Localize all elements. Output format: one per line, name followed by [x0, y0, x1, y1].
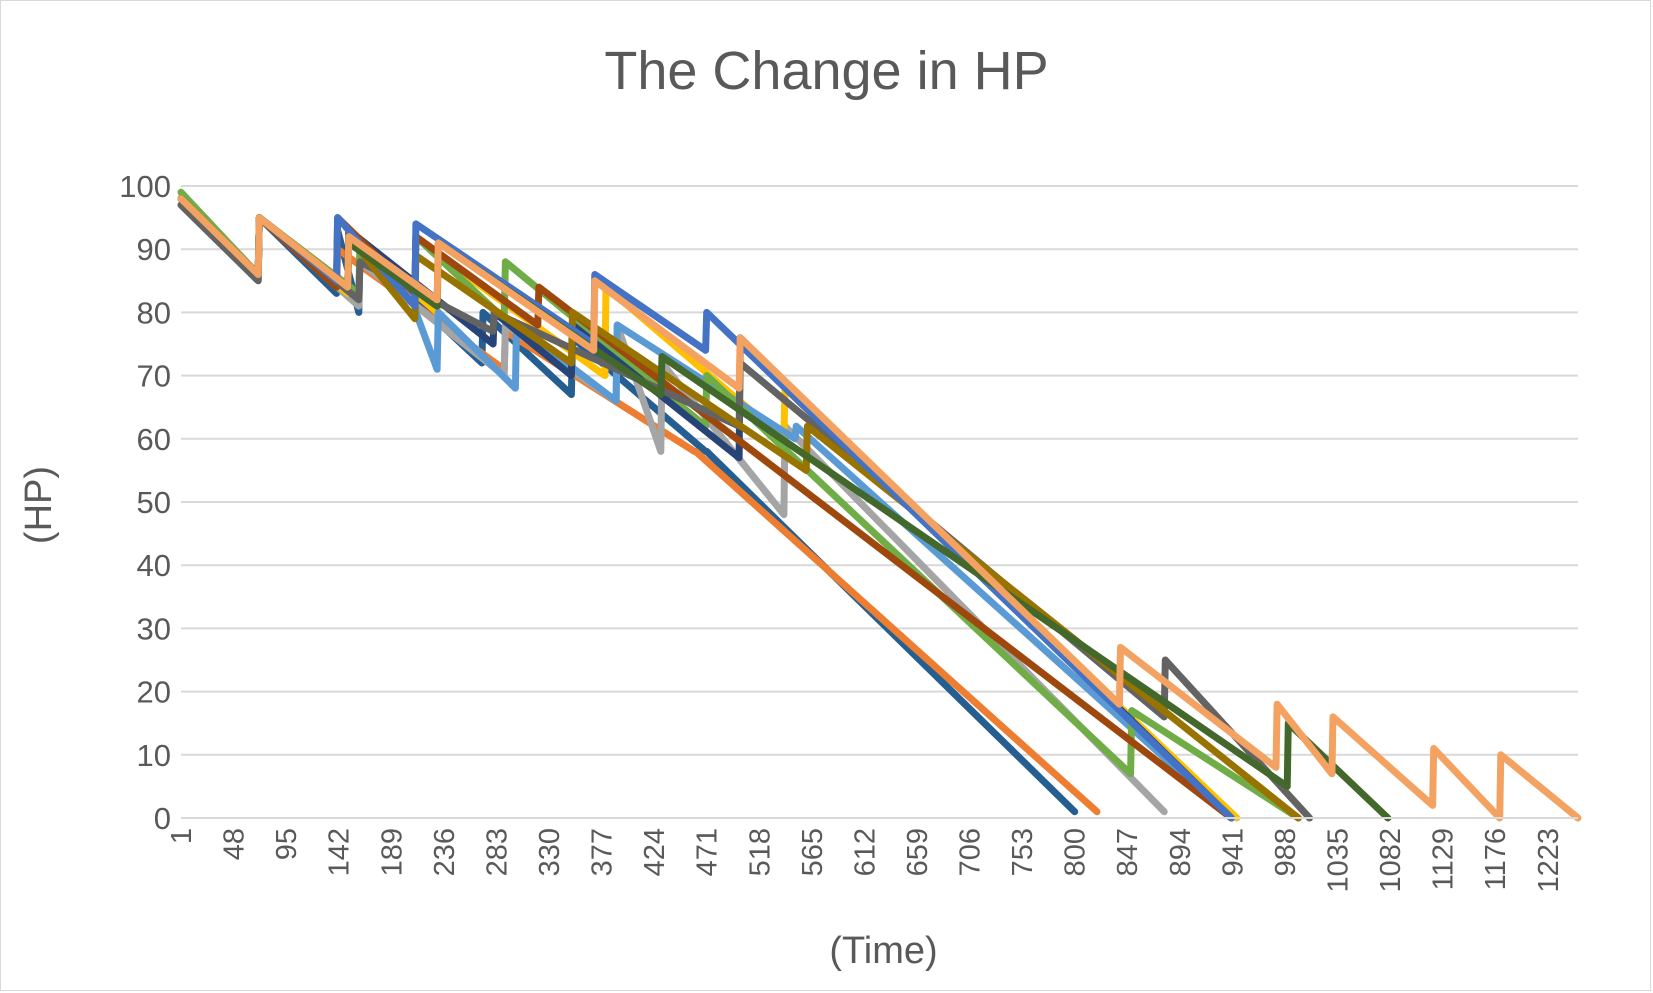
x-tick-label: 1 — [166, 828, 198, 844]
x-tick-label: 565 — [797, 828, 829, 876]
x-tick-label: 894 — [1165, 828, 1197, 876]
y-tick-label: 0 — [154, 801, 171, 836]
x-axis-label: (Time) — [829, 930, 938, 972]
x-tick-label: 847 — [1112, 828, 1144, 876]
x-tick-label: 706 — [955, 828, 987, 876]
x-tick-label: 377 — [587, 828, 619, 876]
x-tick-label: 48 — [219, 828, 251, 860]
x-tick-label: 1129 — [1428, 828, 1460, 890]
series-line-2 — [177, 195, 1101, 816]
series-line-1 — [177, 195, 1079, 816]
x-tick-label: 283 — [481, 828, 513, 876]
x-tick-label: 189 — [376, 828, 408, 876]
x-tick-label: 518 — [744, 828, 776, 876]
y-tick-label: 20 — [137, 675, 171, 710]
x-tick-label: 941 — [1217, 828, 1249, 876]
y-tick-label: 60 — [137, 422, 171, 457]
x-tick-label: 142 — [324, 828, 356, 876]
y-tick-label: 30 — [137, 611, 171, 646]
series-line-13 — [177, 195, 1582, 822]
x-tick-label: 95 — [271, 828, 303, 860]
x-tick-label: 1035 — [1323, 828, 1355, 893]
x-tick-label: 988 — [1270, 828, 1302, 876]
x-tick-label: 753 — [1007, 828, 1039, 876]
chart-title: The Change in HP — [604, 41, 1049, 101]
x-tick-label: 330 — [534, 828, 566, 876]
y-tick-label: 70 — [137, 359, 171, 394]
series-line-3 — [177, 201, 1168, 816]
y-tick-labels: 0 10 20 30 40 50 60 70 80 90 100 — [119, 169, 171, 836]
x-tick-label: 236 — [429, 828, 461, 876]
x-tick-label: 1223 — [1533, 828, 1565, 893]
y-tick-label: 80 — [137, 295, 171, 330]
x-tick-labels: 1 48 95 142 189 236 283 330 377 424 471 518 565 612 65… — [166, 828, 1565, 893]
x-tick-label: 612 — [849, 828, 881, 876]
series-group — [177, 188, 1582, 822]
x-tick-label: 800 — [1060, 828, 1092, 876]
x-tick-label: 659 — [902, 828, 934, 876]
y-tick-label: 40 — [137, 548, 171, 583]
y-tick-label: 90 — [137, 232, 171, 267]
x-tick-label: 1176 — [1480, 828, 1512, 890]
x-tick-label: 471 — [692, 828, 724, 876]
x-tick-label: 424 — [639, 828, 671, 876]
y-tick-label: 10 — [137, 738, 171, 773]
y-tick-label: 50 — [137, 485, 171, 520]
y-tick-label: 100 — [119, 169, 171, 204]
x-tick-label: 1082 — [1375, 828, 1407, 893]
